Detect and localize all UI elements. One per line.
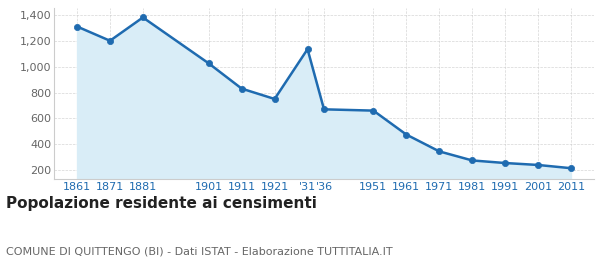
Text: COMUNE DI QUITTENGO (BI) - Dati ISTAT - Elaborazione TUTTITALIA.IT: COMUNE DI QUITTENGO (BI) - Dati ISTAT - … (6, 246, 392, 256)
Text: Popolazione residente ai censimenti: Popolazione residente ai censimenti (6, 196, 317, 211)
